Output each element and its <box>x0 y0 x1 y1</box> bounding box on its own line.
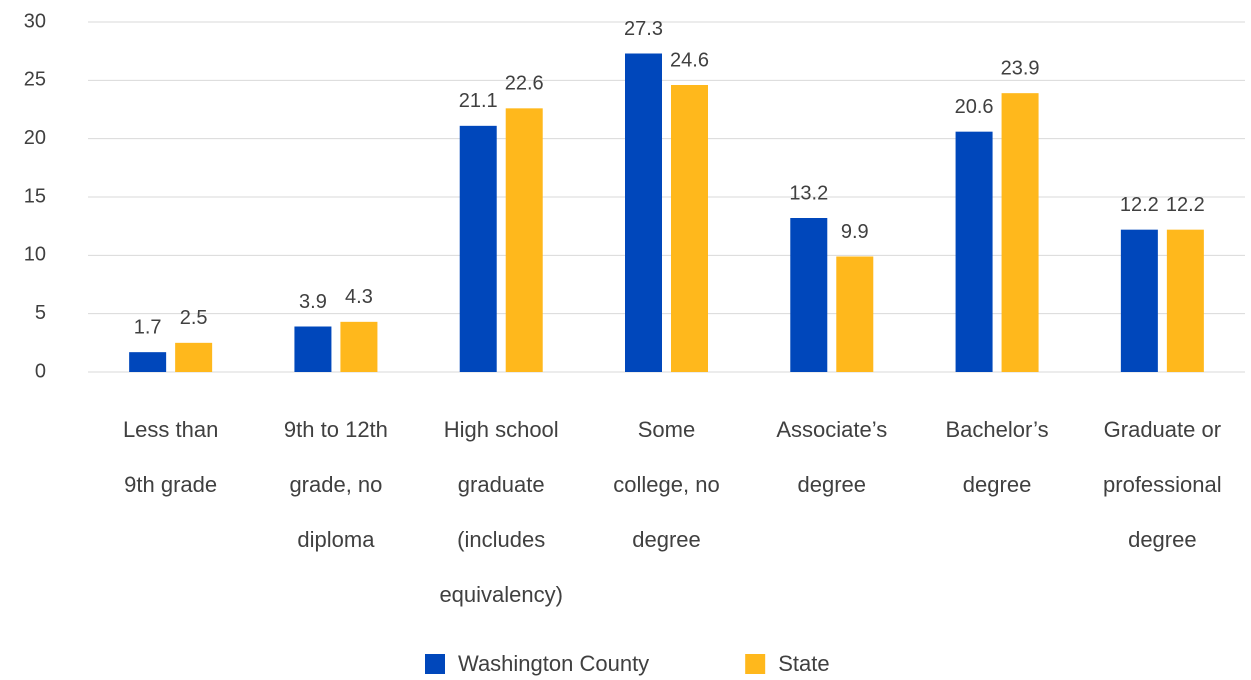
bar <box>294 326 332 372</box>
value-label: 12.2 <box>1120 194 1159 216</box>
value-label: 1.7 <box>134 316 162 338</box>
bar <box>836 256 874 372</box>
x-tick-label: Bachelor’s degree <box>945 417 1049 497</box>
x-tick-label: Some college, no degree <box>613 417 720 552</box>
legend-label: Washington County <box>458 651 649 676</box>
x-tick-label: 9th to 12th grade, no diploma <box>283 417 388 552</box>
value-label: 4.3 <box>345 286 373 308</box>
value-label: 9.9 <box>841 221 869 243</box>
bar <box>459 125 497 372</box>
y-tick-label: 25 <box>24 69 46 91</box>
bar <box>1120 229 1158 372</box>
bar <box>340 321 378 372</box>
x-tick-label: Graduate or professional degree <box>1103 417 1222 552</box>
y-tick-label: 5 <box>35 302 46 324</box>
legend-swatch <box>745 654 766 674</box>
x-tick-label: Associate’s degree <box>776 417 888 497</box>
bar <box>1001 93 1039 373</box>
bar <box>129 352 167 372</box>
bar <box>1166 229 1204 372</box>
bar <box>671 85 708 372</box>
x-tick-label: Less than 9th grade <box>122 417 219 497</box>
value-label: 2.5 <box>180 307 208 329</box>
y-tick-label: 0 <box>35 360 46 382</box>
y-tick-label: 20 <box>24 127 46 149</box>
value-label: 12.2 <box>1166 194 1205 216</box>
legend-swatch <box>425 654 445 674</box>
value-label: 13.2 <box>789 182 828 204</box>
x-tick-label: High school graduate (includes equivalen… <box>439 417 563 607</box>
value-label: 22.6 <box>505 73 544 95</box>
bar <box>790 218 828 372</box>
bar <box>175 342 213 372</box>
y-tick-label: 10 <box>24 244 46 266</box>
value-label: 20.6 <box>955 96 994 118</box>
bar <box>955 131 993 372</box>
value-label: 21.1 <box>459 90 498 112</box>
value-label: 23.9 <box>1001 57 1040 79</box>
legend-label: State <box>778 651 829 676</box>
y-tick-label: 30 <box>24 10 46 32</box>
bar <box>625 53 662 372</box>
value-label: 27.3 <box>624 18 663 40</box>
value-label: 3.9 <box>299 291 327 313</box>
value-label: 24.6 <box>670 49 709 71</box>
y-tick-label: 15 <box>24 185 46 207</box>
bar <box>505 108 543 372</box>
